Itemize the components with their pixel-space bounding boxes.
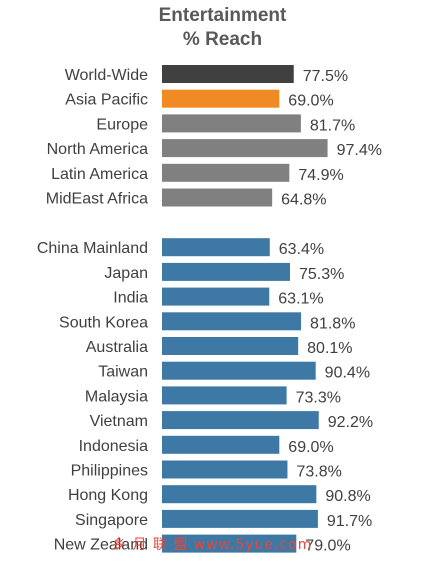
- bar-vietnam: [162, 411, 319, 430]
- bar-europe: [162, 114, 301, 133]
- category-label: Vietnam: [90, 413, 148, 430]
- bar-japan: [162, 262, 291, 281]
- value-label: 75.3%: [299, 266, 344, 283]
- category-label: Indonesia: [79, 438, 148, 455]
- value-label: 79.0%: [305, 538, 350, 555]
- bar-world-wide: [162, 65, 294, 83]
- watermark: 乡 月 联 盟 www.5yue.com: [112, 537, 313, 553]
- bar-indonesia: [162, 435, 280, 454]
- category-label: North America: [47, 141, 148, 158]
- value-label: 69.0%: [288, 93, 333, 110]
- chart-title: Entertainment: [158, 5, 287, 26]
- bar-north-america: [162, 139, 328, 158]
- category-label: South Korea: [59, 314, 148, 331]
- value-label: 74.9%: [298, 167, 343, 184]
- category-label: Philippines: [71, 463, 148, 480]
- category-label: Europe: [96, 116, 148, 133]
- value-label: 81.8%: [310, 315, 355, 332]
- bar-new-zealand: [162, 534, 297, 553]
- bar-south-korea: [162, 312, 302, 331]
- value-label: 80.1%: [307, 340, 352, 357]
- bar-latin-america: [162, 163, 290, 182]
- category-label: Japan: [104, 265, 148, 282]
- chart-subtitle: % Reach: [182, 29, 263, 50]
- bar-singapore: [162, 509, 318, 528]
- bar-india: [162, 287, 270, 306]
- value-label: 90.8%: [325, 488, 370, 505]
- value-label: 77.5%: [303, 68, 348, 85]
- bar-mideast-africa: [162, 188, 273, 207]
- category-label: New Zealand: [54, 537, 148, 554]
- value-label: 81.7%: [310, 117, 355, 134]
- bar-australia: [162, 337, 299, 355]
- category-label: Australia: [86, 339, 148, 356]
- value-label: 64.8%: [281, 192, 326, 209]
- value-label: 63.4%: [279, 241, 324, 258]
- category-label: Taiwan: [98, 364, 148, 381]
- value-label: 73.3%: [296, 389, 341, 406]
- value-label: 69.0%: [288, 439, 333, 456]
- bar-philippines: [162, 460, 288, 479]
- category-label: Singapore: [75, 512, 148, 529]
- category-label: China Mainland: [37, 240, 148, 257]
- value-label: 92.2%: [328, 414, 373, 431]
- category-label: Latin America: [51, 166, 148, 183]
- category-label: Malaysia: [85, 388, 148, 405]
- value-label: 97.4%: [337, 142, 382, 159]
- bar-asia-pacific: [162, 89, 280, 108]
- bar-taiwan: [162, 361, 316, 380]
- category-label: MidEast Africa: [46, 191, 148, 208]
- category-label: Asia Pacific: [65, 92, 148, 109]
- value-label: 73.8%: [296, 464, 341, 481]
- category-label: Hong Kong: [68, 487, 148, 504]
- value-label: 90.4%: [325, 365, 370, 382]
- bar-china-mainland: [162, 238, 270, 257]
- bar-hong-kong: [162, 485, 317, 504]
- value-label: 91.7%: [327, 513, 372, 530]
- value-label: 63.1%: [278, 291, 323, 308]
- bar-malaysia: [162, 386, 287, 405]
- category-label: World-Wide: [65, 67, 148, 84]
- category-label: India: [113, 290, 148, 307]
